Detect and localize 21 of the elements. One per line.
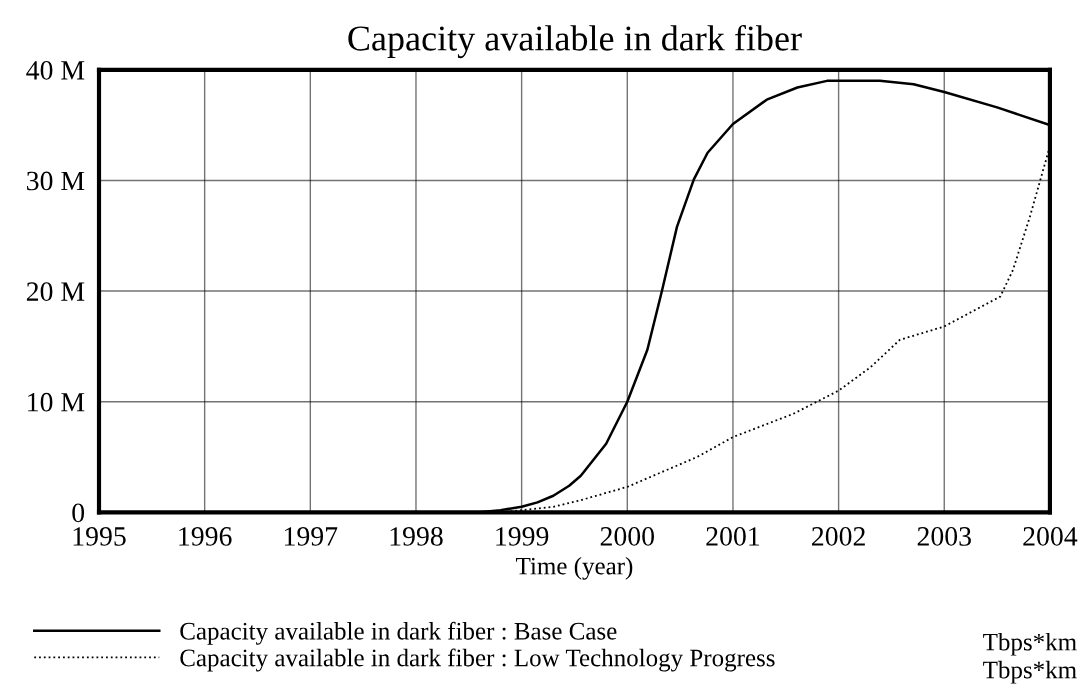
y-tick-label: 0 [72, 503, 85, 523]
chart-title: Capacity available in dark fiber [348, 24, 802, 59]
x-axis-title: Time (year) [516, 556, 633, 580]
x-tick-label: 1996 [179, 527, 232, 546]
y-tick-label: 10 M [28, 392, 85, 412]
x-tick-label: 2002 [812, 527, 865, 546]
text: Tbps*km [983, 660, 1077, 684]
legend-label: Capacity available in dark fiber : Base Case [180, 621, 617, 645]
y-tick-label: 20 M [26, 282, 85, 301]
x-tick-label: 1999 [496, 527, 549, 546]
y-tick-label: 40 M [26, 60, 85, 80]
x-tick-label: 2001 [706, 527, 760, 546]
x-tick-label: 1995 [73, 527, 126, 546]
text: Tbps*km [983, 632, 1077, 656]
x-tick-label: 2004 [1023, 527, 1078, 546]
x-tick-label: 1998 [390, 527, 443, 546]
x-tick-label: 2000 [600, 527, 655, 546]
legend-label: Capacity available in dark fiber : Low Technology Progress [180, 648, 775, 672]
x-tick-label: 2003 [917, 527, 971, 546]
y-tick-label: 30 M [27, 171, 85, 191]
x-tick-label: 1997 [284, 527, 338, 546]
